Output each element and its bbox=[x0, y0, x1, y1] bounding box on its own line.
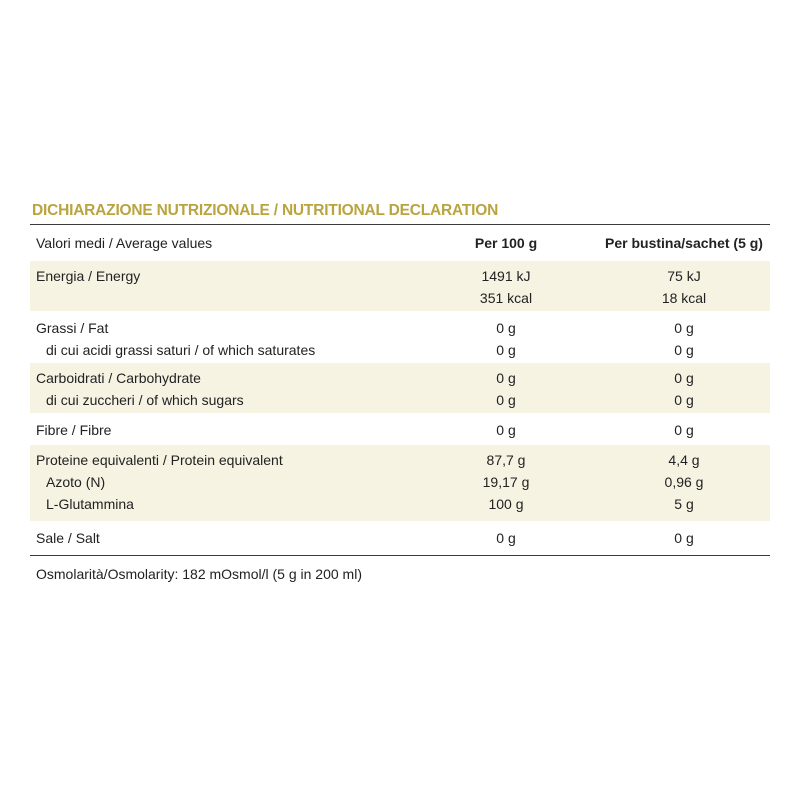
table-header: Valori medi / Average values Per 100 g P… bbox=[30, 225, 770, 261]
row-value-per-100g: 0 g bbox=[496, 392, 516, 408]
row-label: Proteine equivalenti / Protein equivalen… bbox=[36, 452, 283, 468]
row-value-per-100g: 0 g bbox=[496, 530, 516, 546]
table-row-fat: Grassi / Fat di cui acidi grassi saturi … bbox=[30, 313, 770, 361]
header-per-100g: Per 100 g bbox=[474, 235, 538, 251]
row-sublabel: Azoto (N) bbox=[46, 474, 106, 490]
row-value-per-100g: 0 g bbox=[496, 422, 516, 438]
row-value-per-100g: 100 g bbox=[488, 496, 524, 512]
nutrition-panel: DICHIARAZIONE NUTRIZIONALE / NUTRITIONAL… bbox=[30, 198, 770, 592]
row-sublabel: L-Glutammina bbox=[46, 496, 134, 512]
row-label: Grassi / Fat bbox=[36, 320, 109, 336]
row-value-per-sachet: 0 g bbox=[674, 370, 694, 386]
header-label: Valori medi / Average values bbox=[36, 235, 213, 251]
row-value-per-100g: 0 g bbox=[496, 342, 516, 358]
row-value-per-sachet: 4,4 g bbox=[668, 452, 700, 468]
row-value-per-sachet: 18 kcal bbox=[661, 290, 707, 306]
row-value-per-sachet: 0,96 g bbox=[664, 474, 704, 490]
row-value-per-100g: 1491 kJ bbox=[481, 268, 531, 284]
row-value-per-100g: 351 kcal bbox=[479, 290, 533, 306]
row-value-per-sachet: 0 g bbox=[674, 530, 694, 546]
nutrition-title: DICHIARAZIONE NUTRIZIONALE / NUTRITIONAL… bbox=[32, 202, 499, 219]
table-row-carbohydrate: Carboidrati / Carbohydrate di cui zucche… bbox=[30, 363, 770, 413]
header-per-sachet: Per bustina/sachet (5 g) bbox=[605, 235, 763, 251]
row-value-per-100g: 19,17 g bbox=[482, 474, 530, 490]
table-row-protein: Proteine equivalenti / Protein equivalen… bbox=[30, 445, 770, 521]
row-value-per-sachet: 0 g bbox=[674, 320, 694, 336]
row-value-per-sachet: 0 g bbox=[674, 342, 694, 358]
row-label: Energia / Energy bbox=[36, 268, 141, 284]
row-value-per-sachet: 0 g bbox=[674, 422, 694, 438]
top-rule bbox=[30, 224, 770, 225]
row-sublabel: di cui zuccheri / of which sugars bbox=[46, 392, 244, 408]
table-row-salt: Sale / Salt 0 g 0 g bbox=[30, 523, 770, 555]
row-sublabel: di cui acidi grassi saturi / of which sa… bbox=[46, 342, 316, 358]
row-label: Sale / Salt bbox=[36, 530, 100, 546]
table-row-fibre: Fibre / Fibre 0 g 0 g bbox=[30, 415, 770, 443]
row-value-per-100g: 0 g bbox=[496, 320, 516, 336]
row-value-per-100g: 0 g bbox=[496, 370, 516, 386]
row-label: Fibre / Fibre bbox=[36, 422, 112, 438]
row-value-per-sachet: 5 g bbox=[674, 496, 694, 512]
row-value-per-sachet: 0 g bbox=[674, 392, 694, 408]
osmolarity-note: Osmolarità/Osmolarity: 182 mOsmol/l (5 g… bbox=[36, 566, 362, 582]
row-label: Carboidrati / Carbohydrate bbox=[36, 370, 201, 386]
row-value-per-sachet: 75 kJ bbox=[667, 268, 701, 284]
table-row-energy: Energia / Energy 1491 kJ 351 kcal 75 kJ … bbox=[30, 261, 770, 311]
bottom-rule bbox=[30, 555, 770, 556]
row-value-per-100g: 87,7 g bbox=[486, 452, 526, 468]
